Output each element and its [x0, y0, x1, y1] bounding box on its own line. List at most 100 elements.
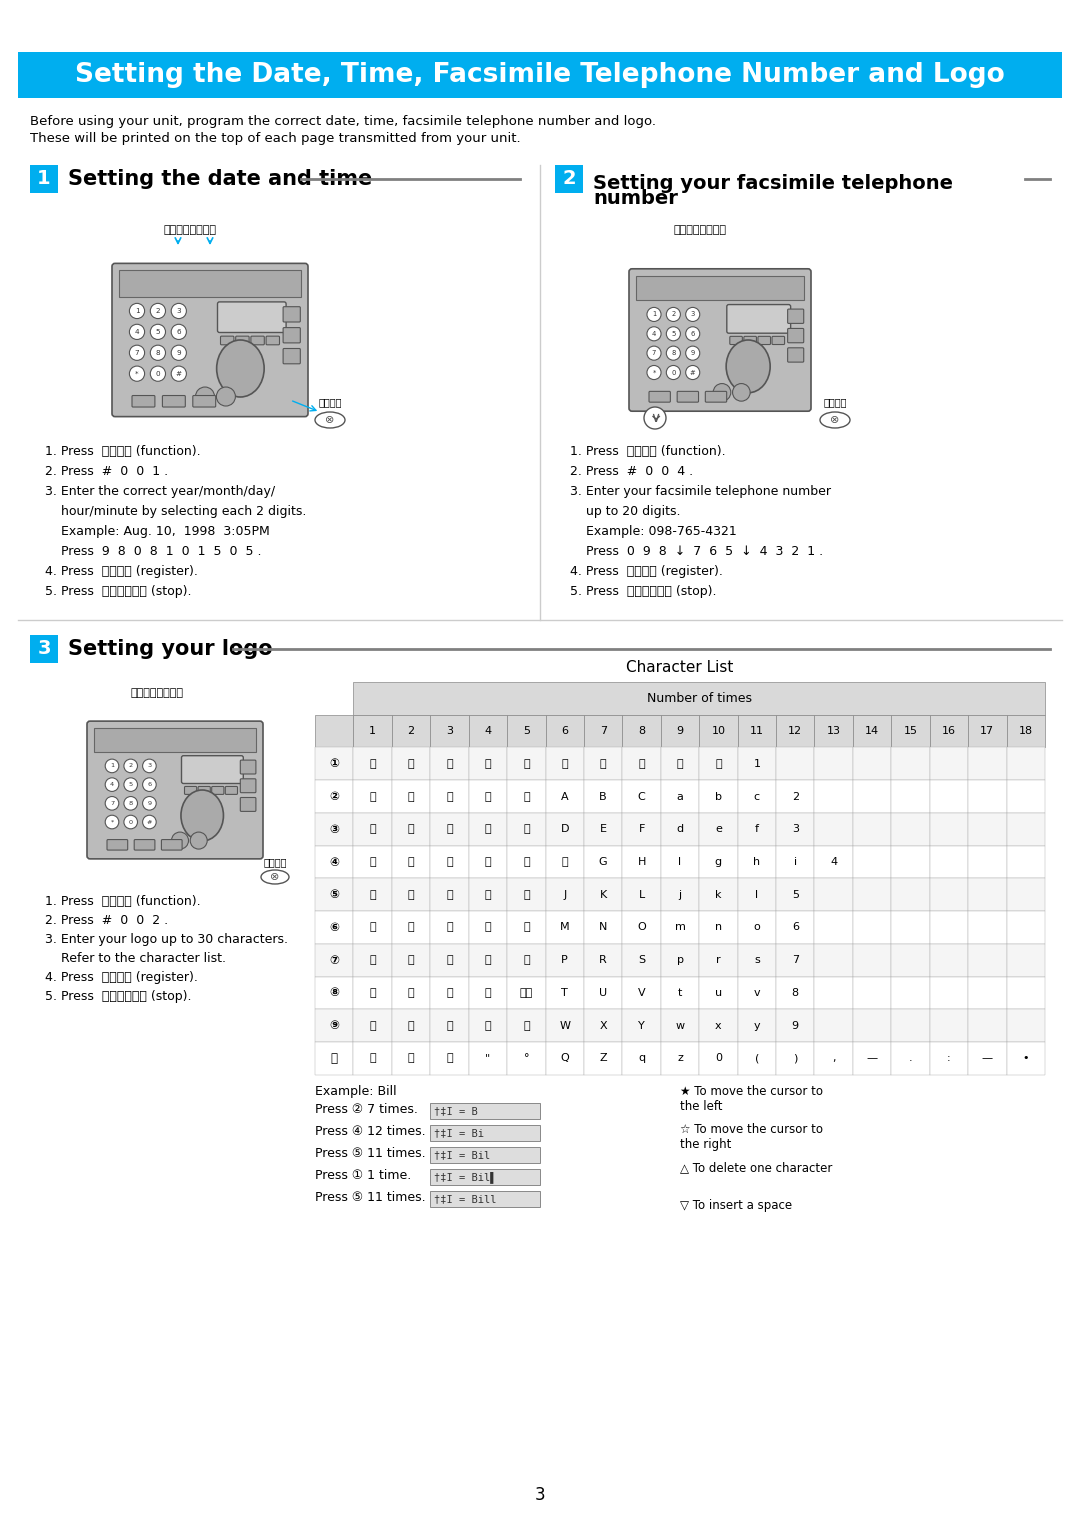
- Text: 8: 8: [129, 801, 133, 805]
- Bar: [392, 879, 430, 911]
- Text: F: F: [638, 824, 645, 834]
- Text: 11: 11: [750, 726, 764, 736]
- Bar: [968, 845, 1007, 879]
- Ellipse shape: [217, 341, 265, 397]
- Bar: [699, 879, 738, 911]
- Bar: [392, 1042, 430, 1074]
- Bar: [661, 944, 699, 976]
- Text: 1. Press  》機能《 (function).: 1. Press 》機能《 (function).: [570, 445, 726, 458]
- Bar: [392, 845, 430, 879]
- Bar: [469, 879, 508, 911]
- Text: U: U: [599, 989, 607, 998]
- Circle shape: [666, 307, 680, 321]
- Text: y: y: [754, 1021, 760, 1031]
- FancyBboxPatch shape: [787, 309, 804, 324]
- Text: *: *: [652, 370, 656, 376]
- FancyBboxPatch shape: [241, 779, 256, 793]
- Circle shape: [647, 327, 661, 341]
- Bar: [94, 729, 256, 752]
- Bar: [699, 715, 738, 747]
- Bar: [853, 813, 891, 845]
- Circle shape: [143, 816, 157, 828]
- Text: 9: 9: [176, 350, 181, 356]
- Text: M: M: [559, 923, 569, 932]
- Bar: [353, 1010, 392, 1042]
- Text: ③: ③: [329, 822, 339, 836]
- Bar: [777, 813, 814, 845]
- Circle shape: [686, 347, 700, 361]
- Bar: [661, 879, 699, 911]
- Bar: [891, 781, 930, 813]
- Text: hour/minute by selecting each 2 digits.: hour/minute by selecting each 2 digits.: [45, 504, 307, 518]
- Circle shape: [130, 367, 145, 382]
- Text: °: °: [524, 1053, 529, 1063]
- Circle shape: [644, 406, 666, 429]
- Text: 15: 15: [904, 726, 918, 736]
- Circle shape: [216, 387, 235, 406]
- Text: マ: マ: [369, 955, 376, 966]
- Bar: [392, 944, 430, 976]
- Bar: [661, 813, 699, 845]
- Bar: [315, 813, 353, 845]
- Bar: [777, 1042, 814, 1074]
- FancyBboxPatch shape: [266, 336, 280, 345]
- Bar: [930, 911, 968, 944]
- Bar: [392, 715, 430, 747]
- Text: †‡I = Bil▌: †‡I = Bil▌: [434, 1170, 497, 1183]
- Bar: [814, 944, 853, 976]
- Bar: [661, 747, 699, 781]
- Text: フ: フ: [446, 923, 453, 932]
- FancyBboxPatch shape: [212, 787, 224, 795]
- Circle shape: [195, 387, 215, 406]
- Text: テ: テ: [485, 857, 491, 866]
- Text: 2: 2: [672, 312, 675, 318]
- Circle shape: [647, 307, 661, 321]
- Circle shape: [647, 347, 661, 361]
- Circle shape: [686, 327, 700, 341]
- Bar: [891, 976, 930, 1010]
- Text: E: E: [599, 824, 607, 834]
- Circle shape: [130, 345, 145, 361]
- Bar: [738, 944, 777, 976]
- Bar: [30, 636, 58, 663]
- Bar: [1007, 1010, 1045, 1042]
- Bar: [430, 781, 469, 813]
- Text: f: f: [755, 824, 759, 834]
- Text: e: e: [715, 824, 721, 834]
- FancyBboxPatch shape: [744, 336, 756, 344]
- Bar: [430, 1190, 540, 1207]
- Text: 2: 2: [792, 792, 799, 802]
- Text: S: S: [638, 955, 645, 966]
- Bar: [584, 747, 622, 781]
- Bar: [315, 715, 353, 747]
- Text: t: t: [678, 989, 683, 998]
- Circle shape: [666, 347, 680, 361]
- Text: h: h: [753, 857, 760, 866]
- Circle shape: [143, 759, 157, 773]
- Circle shape: [172, 324, 187, 339]
- Text: キ: キ: [408, 792, 415, 802]
- Text: ,: ,: [832, 1053, 836, 1063]
- Text: 2: 2: [129, 764, 133, 769]
- Circle shape: [666, 365, 680, 379]
- FancyBboxPatch shape: [629, 269, 811, 411]
- Text: ⊗: ⊗: [325, 416, 335, 425]
- Circle shape: [105, 759, 119, 773]
- Bar: [661, 1010, 699, 1042]
- Text: K: K: [599, 889, 607, 900]
- Bar: [699, 813, 738, 845]
- FancyBboxPatch shape: [220, 336, 234, 345]
- Bar: [853, 1042, 891, 1074]
- Bar: [545, 715, 584, 747]
- Bar: [315, 747, 353, 781]
- Text: L: L: [638, 889, 645, 900]
- Text: l: l: [678, 857, 681, 866]
- Bar: [469, 747, 508, 781]
- Text: ストップ: ストップ: [264, 857, 287, 866]
- Text: 9: 9: [147, 801, 151, 805]
- Text: 7: 7: [110, 801, 114, 805]
- Text: 2. Press  #  0  0  2 .: 2. Press # 0 0 2 .: [45, 914, 168, 927]
- Text: up to 20 digits.: up to 20 digits.: [570, 504, 680, 518]
- Text: Z: Z: [599, 1053, 607, 1063]
- FancyBboxPatch shape: [162, 396, 186, 406]
